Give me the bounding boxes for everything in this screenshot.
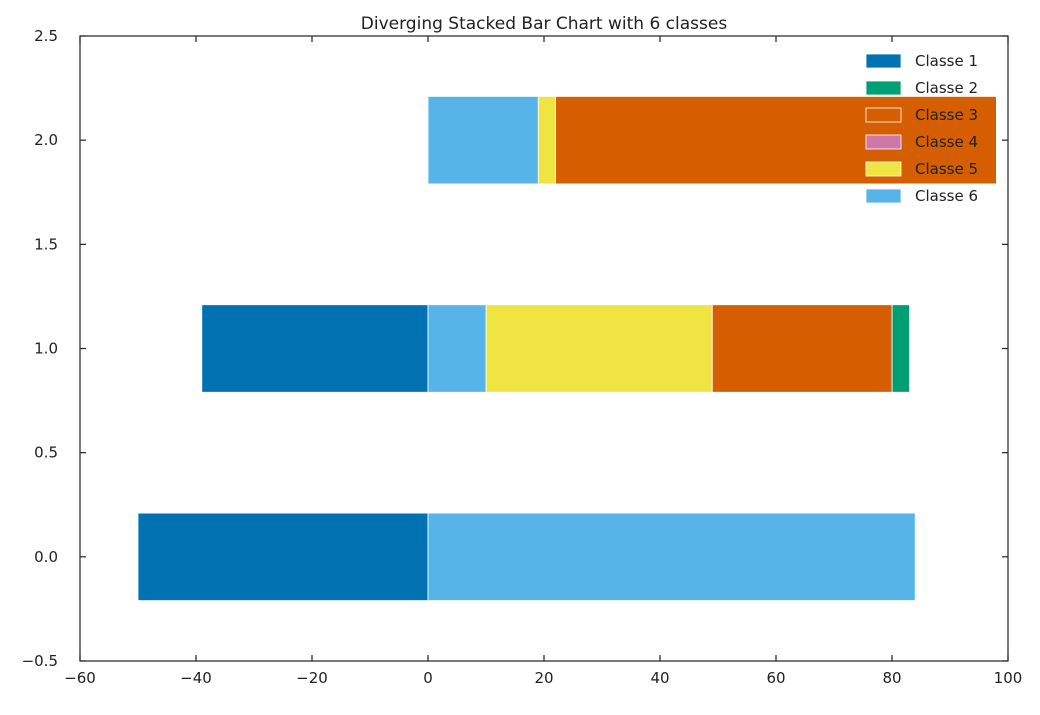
bar-segment-classe-6-row-1 [427,304,487,393]
y-tick-label: 0.5 [34,444,58,462]
bar-segment-classe-6-row-2 [427,96,539,185]
legend-swatch-classe-4 [865,134,902,150]
bar-segment-classe-3-row-2 [555,96,997,185]
bar-segment-classe-6-row-0 [427,512,916,601]
legend-label-classe-4: Classe 4 [915,133,978,151]
ticks-layer: −60 −40 −20 0 20 40 60 80 100 −0.5 0.0 0.5 1.0 1.5 2.0… [22,27,1023,687]
legend-label-classe-3: Classe 3 [915,106,978,124]
bar-segment-classe-1-row-0 [137,512,429,601]
x-tick-label: 80 [882,669,901,687]
bar-segment-classe-3-row-1 [711,304,893,393]
legend-swatch-classe-1 [865,53,902,69]
legend-swatch-classe-6 [865,188,902,204]
bar-segment-classe-5-row-2 [537,96,557,185]
x-tick-label: 40 [650,669,669,687]
legend-label-classe-5: Classe 5 [915,160,978,178]
y-tick-label: 2.0 [34,131,58,149]
bar-segment-classe-1-row-1 [201,304,429,393]
x-tick-label: 0 [423,669,433,687]
legend: Classe 1 Classe 2 Classe 3 Classe 4 Classe 5… [865,52,978,205]
y-tick-label: −0.5 [22,652,58,670]
x-tick-label: −40 [180,669,212,687]
legend-swatch-classe-3 [865,107,902,123]
x-tick-label: −20 [296,669,328,687]
legend-label-classe-1: Classe 1 [915,52,978,70]
legend-label-classe-6: Classe 6 [915,187,978,205]
legend-swatch-classe-2 [865,80,902,96]
y-tick-label: 2.5 [34,27,58,45]
legend-label-classe-2: Classe 2 [915,79,978,97]
x-tick-label: −60 [64,669,96,687]
legend-swatch-classe-5 [865,161,902,177]
chart-title: Diverging Stacked Bar Chart with 6 class… [361,14,728,34]
y-tick-label: 1.5 [34,235,58,253]
bar-segment-classe-5-row-1 [485,304,713,393]
x-tick-label: 100 [994,669,1023,687]
bar-segment-classe-2-row-1 [891,304,910,393]
x-tick-label: 20 [534,669,553,687]
x-tick-label: 60 [766,669,785,687]
bars-layer [137,96,997,601]
y-tick-label: 0.0 [34,548,58,566]
y-tick-label: 1.0 [34,340,58,358]
